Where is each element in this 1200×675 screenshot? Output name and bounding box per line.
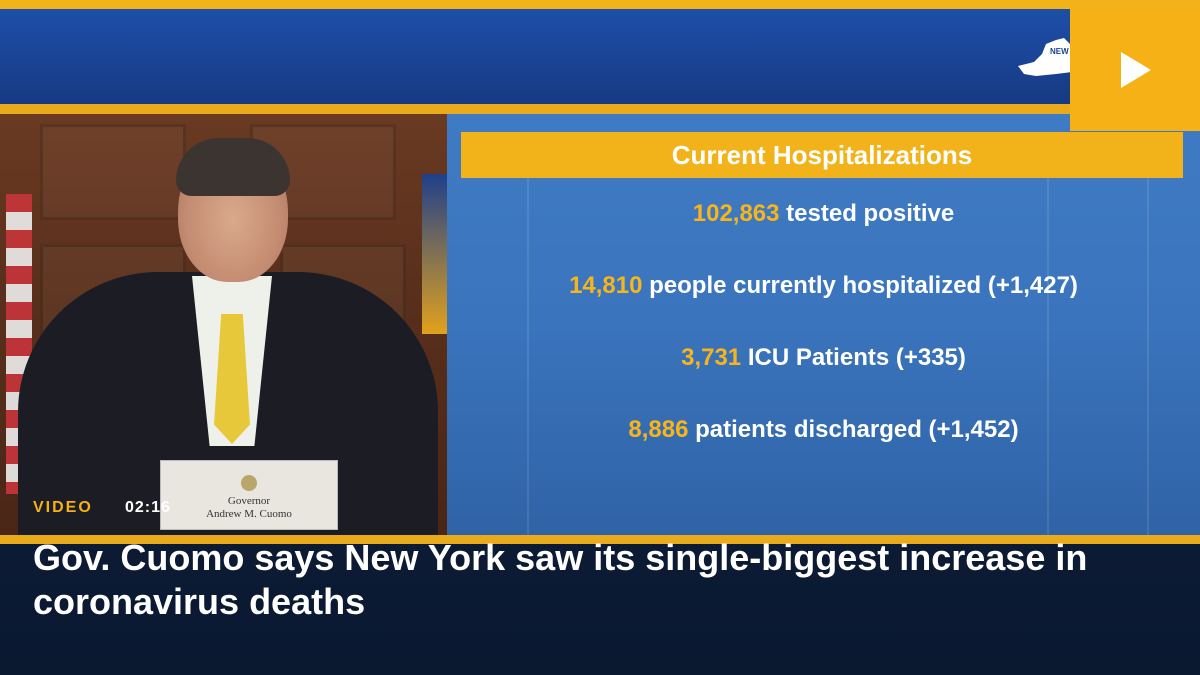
stats-graphic: Current Hospitalizations 102,863 tested … [447,114,1200,535]
nameplate: Governor Andrew M. Cuomo [160,460,338,530]
play-button[interactable] [1070,9,1200,131]
caption-rule [0,535,1200,544]
logo-text: NEW YORK STATE [1050,47,1086,56]
stat-text: people currently hospitalized (+1,427) [642,272,1078,299]
video-frame[interactable]: Governor Andrew M. Cuomo Current Hospita… [0,114,1200,535]
stat-line: 3,731 ICU Patients (+335) [447,344,1200,372]
stat-value: 14,810 [569,272,643,299]
caption-background [0,535,1200,675]
stat-text: patients discharged (+1,452) [688,416,1019,443]
stat-value: 102,863 [692,200,780,227]
broadcast-banner [0,9,1200,104]
stat-line: 8,886 patients discharged (+1,452) [447,416,1200,444]
speaker-tie [214,314,250,444]
speaker-scene: Governor Andrew M. Cuomo [0,114,447,535]
video-label: VIDEO [33,499,93,516]
stat-line: 102,863 tested positive [447,200,1200,228]
stat-line: 14,810 people currently hospitalized (+1… [447,272,1200,300]
hallway-line [1047,154,1049,535]
stat-text: tested positive [779,200,955,227]
state-seal-icon [241,475,257,491]
stat-value: 3,731 [681,344,742,371]
new-york-state-logo-icon: NEW YORK STATE [1018,38,1086,76]
banner-rule [0,104,1200,114]
nameplate-name: Andrew M. Cuomo [206,508,292,520]
speaker-hair [176,138,290,196]
play-icon [1121,52,1151,88]
video-headline[interactable]: Gov. Cuomo says New York saw its single-… [33,537,1088,622]
stat-text: ICU Patients (+335) [741,344,966,371]
video-duration: 02:16 [125,499,171,516]
hallway-line [527,174,529,535]
graphic-title: Current Hospitalizations [461,132,1183,178]
nameplate-title: Governor [227,495,271,507]
state-flag [422,174,447,334]
wood-panel [40,124,186,220]
stat-value: 8,886 [628,416,689,443]
hallway-line [1147,144,1149,535]
top-accent-stripe [0,0,1200,9]
